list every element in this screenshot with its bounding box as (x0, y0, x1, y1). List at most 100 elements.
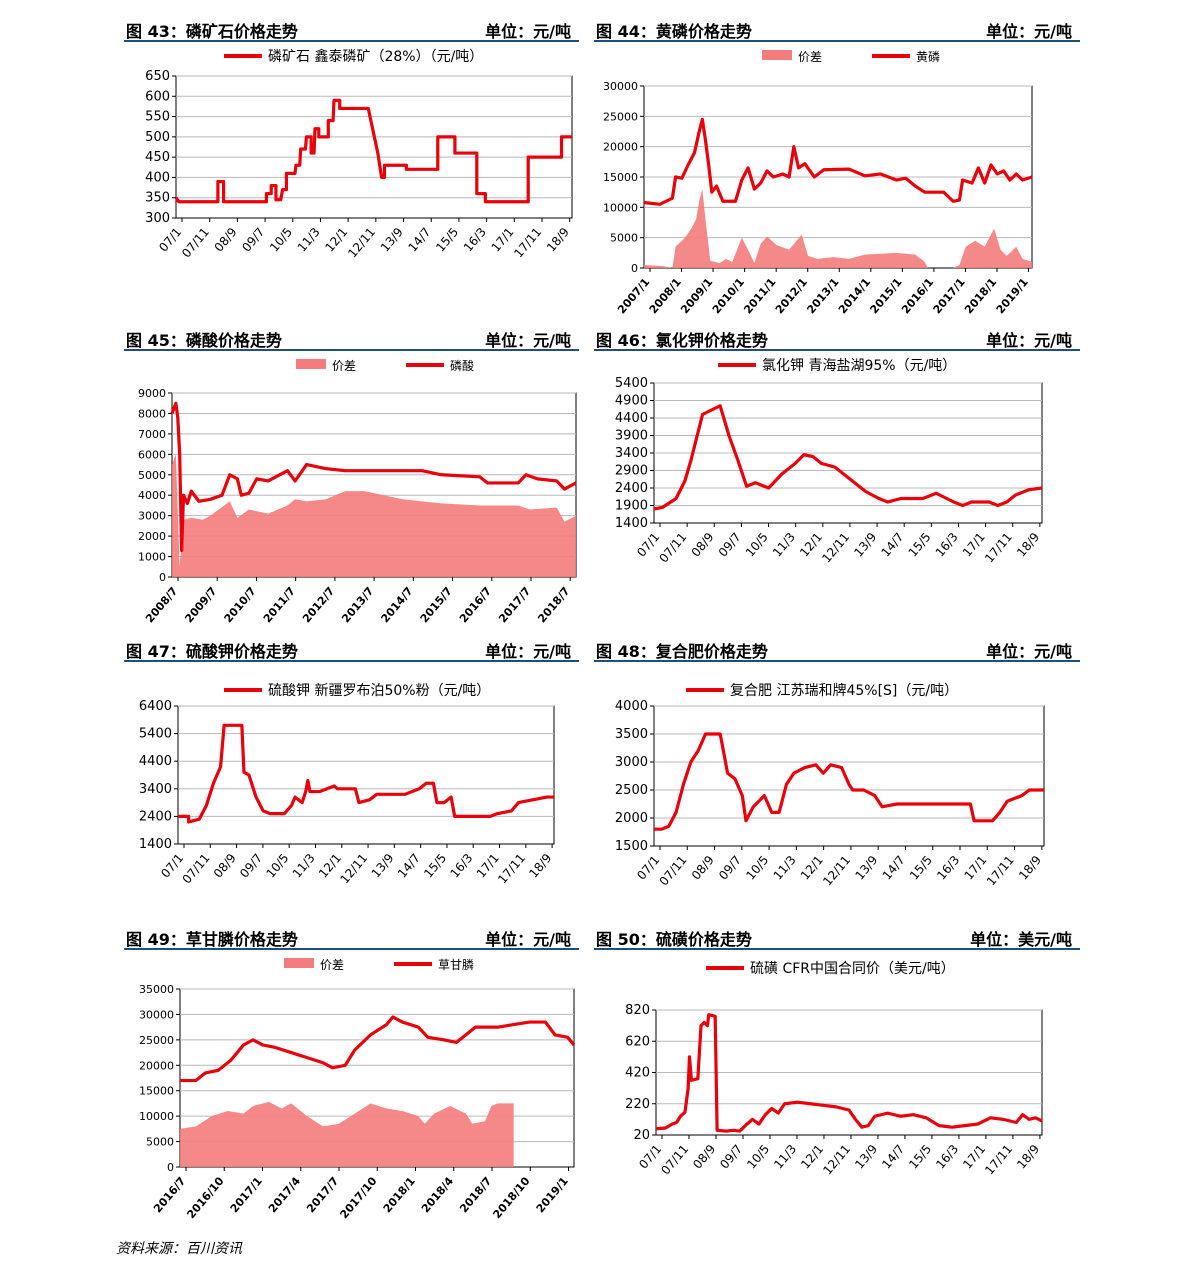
x-tick-label: 16/3 (461, 225, 489, 255)
y-tick-label: 400 (145, 170, 170, 185)
legend-label: 氯化钾 青海盐湖95%（元/吨） (762, 358, 956, 374)
y-tick-label: 620 (625, 1034, 650, 1049)
series-line (653, 404, 1043, 511)
x-tick-label: 14/7 (879, 1142, 907, 1172)
x-tick-label: 2016/1 (899, 276, 936, 317)
y-tick-label: 10000 (603, 201, 638, 214)
x-tick-label: 08/9 (690, 1142, 718, 1172)
chart-fig50: 2022042062082007/107/1108/909/710/511/31… (625, 961, 1043, 1177)
x-tick-label: 10/5 (263, 851, 291, 881)
legend-label: 硫磺 CFR中国合同价（美元/吨） (750, 961, 955, 977)
panel-title-bar: 图 50：硫磺价格走势 单位：美元/吨 (594, 924, 1080, 950)
x-tick-label: 11/3 (771, 853, 799, 883)
plot-area (175, 75, 573, 219)
x-tick-label: 08/9 (212, 225, 240, 255)
legend: 价差 磷酸 (296, 358, 474, 373)
y-tick-label: 10000 (139, 1110, 174, 1123)
panel-title-bar: 图 48：复合肥价格走势 单位：元/吨 (594, 636, 1080, 662)
y-tick-label: 6000 (138, 448, 166, 461)
x-tick-label: 12/11 (345, 225, 378, 260)
x-tick-label: 09/7 (716, 853, 744, 883)
y-tick-label: 15000 (603, 171, 638, 184)
series-line (655, 1013, 1043, 1133)
x-tick-label: 2019/1 (534, 1175, 571, 1216)
x-tick-label: 2011/7 (261, 585, 298, 626)
x-tick-label: 14/7 (878, 530, 906, 560)
series-line (643, 117, 1033, 206)
x-tick-label: 16/3 (934, 853, 962, 883)
x-tick-label: 08/9 (211, 851, 239, 881)
x-tick-label: 2012/1 (773, 276, 810, 317)
y-tick-label: 1400 (139, 837, 172, 852)
x-tick-label: 2017/1 (228, 1175, 265, 1216)
y-tick-label: 1900 (615, 499, 648, 514)
x-tick-label: 11/3 (290, 851, 318, 881)
legend-label: 价差 (320, 958, 344, 972)
x-tick-label: 07/11 (658, 1142, 691, 1177)
x-tick-label: 2018/1 (381, 1175, 418, 1216)
series-line (654, 732, 1044, 831)
x-tick-label: 16/3 (447, 851, 475, 881)
x-tick-label: 07/11 (179, 225, 212, 260)
x-tick-label: 16/3 (933, 530, 961, 560)
y-tick-label: 420 (625, 1066, 650, 1081)
y-tick-label: 9000 (138, 387, 166, 400)
y-tick-label: 2500 (615, 783, 648, 798)
x-tick-label: 09/7 (239, 225, 267, 255)
legend-label: 草甘膦 (438, 957, 474, 972)
x-tick-label: 10/5 (743, 530, 771, 560)
x-tick-label: 07/11 (657, 853, 690, 888)
panel-fig48: 图 48：复合肥价格走势 单位：元/吨 1500 2000 2500 3000 3500 4… (594, 636, 1080, 896)
panel-fig50: 图 50：硫磺价格走势 单位：美元/吨 20 220 420 620 820 07/1 07/… (594, 924, 1080, 1204)
y-tick-label: 1400 (615, 516, 648, 531)
panel-fig47: 图 47：硫酸钾价格走势 单位：元/吨 1400 2400 3400 4400 5400 6… (124, 636, 579, 896)
unit-label: 单位：美元/吨 (970, 930, 1072, 949)
panel-fig44: 图 44：黄磷价格走势 单位：元/吨 0 5000 10000 15000 20000 25… (594, 16, 1080, 316)
y-tick-label: 2900 (615, 464, 648, 479)
x-tick-label: 2018/1 (962, 276, 999, 317)
x-tick-label: 2012/7 (300, 585, 337, 626)
legend-swatch (762, 50, 792, 60)
y-tick-label: 220 (625, 1097, 650, 1112)
x-tick-label: 18/9 (1014, 530, 1042, 560)
x-tick-label: 07/11 (656, 530, 689, 565)
chart-fig49: 0 5000 10000 15000 20000 25000 30000 35000 2016/… (139, 957, 576, 1221)
series-line (180, 1015, 576, 1083)
x-tick-label: 2018/4 (419, 1174, 456, 1215)
x-tick-label: 2018/10 (491, 1174, 533, 1221)
y-tick-label: 2000 (615, 811, 648, 826)
x-tick-label: 2011/1 (741, 276, 778, 317)
y-tick-label: 500 (145, 130, 170, 145)
y-tick-label: 4900 (615, 394, 648, 409)
x-tick-label: 2016/7 (151, 1175, 188, 1216)
y-tick-label: 25000 (139, 1034, 174, 1047)
x-tick-label: 2016/10 (184, 1174, 226, 1221)
x-tick-label: 2018/7 (457, 1175, 494, 1216)
panel-title-bar: 图 46：氯化钾价格走势 单位：元/吨 (594, 325, 1080, 351)
y-tick-label: 8000 (138, 407, 166, 420)
legend-label: 复合肥 江苏瑞和牌45%[S]（元/吨） (730, 682, 958, 699)
x-tick-label: 2017/4 (266, 1174, 303, 1215)
x-tick-label: 2017/7 (304, 1175, 341, 1216)
y-tick-label: 7000 (138, 428, 166, 441)
y-tick-label: 30000 (603, 80, 638, 93)
x-tick-label: 13/9 (852, 853, 880, 883)
legend: 氯化钾 青海盐湖95%（元/吨） (718, 358, 956, 374)
x-tick-label: 2013/1 (804, 276, 841, 317)
x-tick-label: 2007/1 (615, 276, 652, 317)
x-tick-label: 13/9 (378, 225, 406, 255)
legend: 硫磺 CFR中国合同价（美元/吨） (706, 961, 955, 977)
y-tick-label: 5000 (146, 1136, 174, 1149)
unit-label: 单位：元/吨 (986, 331, 1072, 350)
x-tick-label: 12/11 (820, 853, 853, 888)
x-tick-label: 18/9 (526, 851, 554, 881)
x-tick-label: 12/11 (820, 1142, 853, 1177)
figure-title: 图 45：磷酸价格走势 (126, 331, 282, 350)
y-tick-label: 4000 (615, 699, 648, 714)
x-tick-label: 2018/7 (535, 585, 572, 626)
series-line (174, 98, 572, 204)
y-tick-label: 1500 (615, 839, 648, 854)
x-tick-label: 17/11 (982, 1142, 1015, 1177)
y-tick-label: 5400 (139, 727, 172, 742)
